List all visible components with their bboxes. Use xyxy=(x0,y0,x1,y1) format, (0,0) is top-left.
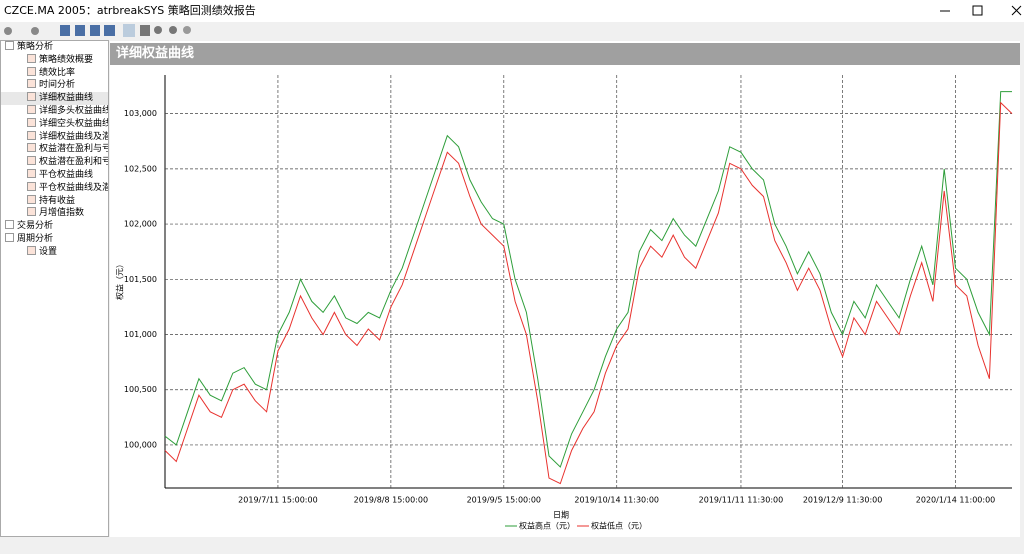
y-tick-label: 100,000 xyxy=(124,440,157,449)
x-tick-label: 2019/12/9 11:30:00 xyxy=(803,496,883,505)
tree-item[interactable]: 绩效比率 xyxy=(1,66,108,80)
tree-icon xyxy=(27,104,36,114)
tree-icon xyxy=(27,92,36,102)
tree-label: 月增值指数 xyxy=(39,208,85,219)
x-tick-label: 2019/10/14 11:30:00 xyxy=(574,496,659,505)
tree-label: 持有收益 xyxy=(39,195,76,206)
tree-item[interactable]: 详细多头权益曲线 xyxy=(1,104,109,118)
tree-label: 详细权益曲线 xyxy=(39,93,94,104)
chart: 权益（元） 日期 100,000 100,500 101,000 101,500 102… xyxy=(115,75,1013,531)
tree-icon xyxy=(27,156,36,166)
tree-item[interactable]: 周期分析 xyxy=(1,232,108,246)
y-axis-label: 权益（元） xyxy=(115,260,125,300)
tree-icon xyxy=(5,41,14,50)
tree-item[interactable]: 详细权益曲线及潜在 xyxy=(1,130,108,144)
y-tick-label: 102,500 xyxy=(124,164,157,173)
tree-label: 周期分析 xyxy=(17,233,54,244)
tree-item[interactable]: 权益潜在盈利和亏损 xyxy=(1,156,108,169)
tree-label: 设置 xyxy=(39,246,58,257)
tree-icon xyxy=(27,143,36,153)
tree-label: 绩效比率 xyxy=(39,67,76,78)
x-tick-label: 2019/11/11 11:30:00 xyxy=(699,496,784,505)
tree-icon xyxy=(27,207,36,217)
x-tick-label: 2020/1/14 11:00:00 xyxy=(916,496,996,505)
report-panel: 详细权益曲线 权益（元） 日期 100,000 100,500 101,000 101… xyxy=(110,41,1020,537)
tree-label: 时间分析 xyxy=(39,80,76,91)
tree-icon xyxy=(27,53,36,63)
tree-icon xyxy=(27,181,36,191)
tree-item[interactable]: 平仓权益曲线 xyxy=(1,168,108,182)
y-tick-label: 101,000 xyxy=(124,330,157,339)
tree-icon xyxy=(27,194,36,204)
title-bar: CZCE.MA 2005：atrbreakSYS 策略回测绩效报告 xyxy=(0,0,1024,22)
tree-label: 权益潜在盈利和亏损 xyxy=(39,157,108,168)
legend-label: 权益高点（元） xyxy=(519,521,575,531)
x-tick-label: 2019/8/8 15:00:00 xyxy=(354,496,428,505)
toolbar xyxy=(0,22,1024,39)
tree-item[interactable]: 详细权益曲线 xyxy=(1,92,108,105)
series-line xyxy=(164,91,1012,468)
tree-icon xyxy=(27,79,36,89)
tree-label: 权益潜在盈利与亏损 xyxy=(39,144,108,155)
tree-item[interactable]: 平仓权益曲线及潜在 xyxy=(1,181,108,195)
tree-item[interactable]: 持有收益 xyxy=(1,194,108,208)
y-tick-label: 100,500 xyxy=(124,385,157,394)
panel-title: 详细权益曲线 xyxy=(110,43,1020,65)
y-tick-label: 103,000 xyxy=(124,109,157,118)
tree-label: 详细空头权益曲线 xyxy=(39,118,109,129)
tree-icon xyxy=(27,245,36,255)
tree-item[interactable]: 月增值指数 xyxy=(1,207,108,220)
tree-item[interactable]: 策略绩效概要 xyxy=(1,53,108,67)
tree-item[interactable]: 时间分析 xyxy=(1,79,108,92)
legend-label: 权益低点（元） xyxy=(591,521,647,531)
tree-icon xyxy=(27,66,36,76)
tree-item[interactable]: 策略分析 xyxy=(1,41,108,54)
nav-tree: 策略分析策略绩效概要 绩效比率时间分析详细权益曲线 详细多头权益曲线 详细空头权益曲线… xyxy=(0,40,109,537)
y-tick-label: 102,000 xyxy=(124,220,157,229)
window-title: CZCE.MA 2005：atrbreakSYS 策略回测绩效报告 xyxy=(4,4,256,17)
tree-label: 策略绩效概要 xyxy=(39,54,94,65)
series-line xyxy=(164,101,1013,485)
tree-label: 交易分析 xyxy=(17,221,54,232)
x-axis-label: 日期 xyxy=(553,511,569,520)
toolbar-icons[interactable] xyxy=(0,22,200,39)
tree-icon xyxy=(27,130,36,140)
tree-label: 平仓权益曲线及潜在 xyxy=(39,182,108,193)
y-tick-label: 101,500 xyxy=(124,275,157,284)
tree-item[interactable]: 交易分析 xyxy=(1,220,108,233)
tree-item[interactable]: 详细空头权益曲线 xyxy=(1,117,109,131)
tree-icon xyxy=(5,220,14,230)
tree-label: 策略分析 xyxy=(17,42,54,52)
x-tick-label: 2019/7/11 15:00:00 xyxy=(238,496,318,505)
tree-icon xyxy=(27,117,36,127)
x-tick-label: 2019/9/5 15:00:00 xyxy=(467,496,541,505)
window-controls[interactable] xyxy=(930,0,1024,22)
tree-label: 详细权益曲线及潜在 xyxy=(39,131,108,142)
tree-label: 平仓权益曲线 xyxy=(39,169,94,180)
tree-icon xyxy=(5,232,14,242)
tree-item[interactable]: 权益潜在盈利与亏损 xyxy=(1,143,108,156)
tree-item[interactable]: 设置 xyxy=(1,245,108,259)
tree-label: 详细多头权益曲线 xyxy=(39,105,109,116)
tree-icon xyxy=(27,168,36,178)
